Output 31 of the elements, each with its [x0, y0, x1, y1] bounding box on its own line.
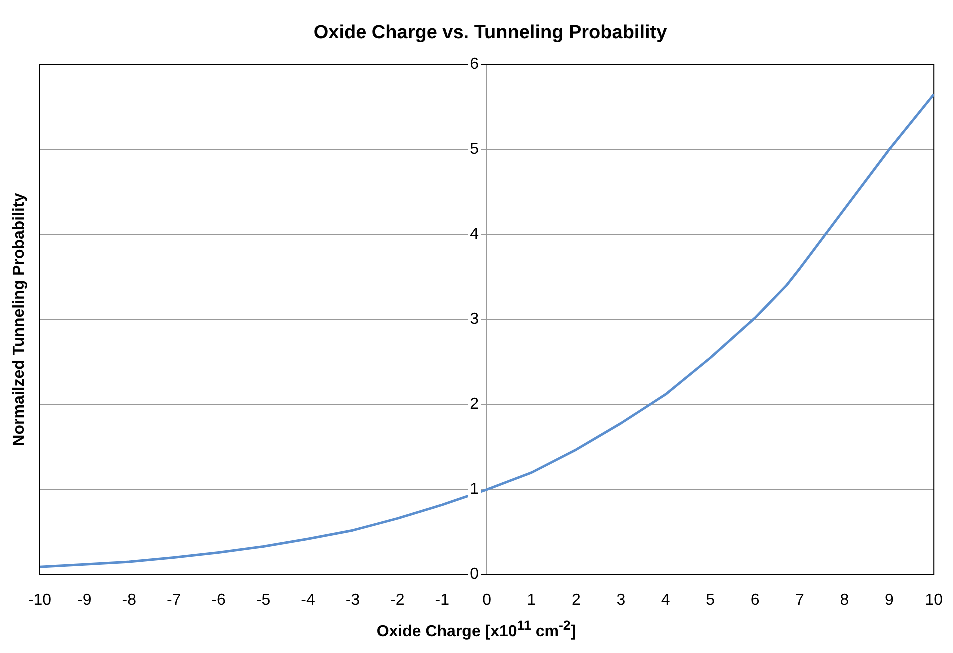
y-axis-title: Normailzed Tunneling Probability	[11, 193, 28, 446]
x-tick-label: -3	[346, 592, 360, 609]
x-tick-label: 8	[840, 592, 850, 609]
x-tick-label: -7	[167, 592, 182, 609]
x-tick-label: -8	[122, 592, 137, 609]
x-tick-label: 9	[884, 592, 894, 609]
x-axis-title: Oxide Charge [x10$^{11}$ cm$^{-2}$]	[376, 618, 578, 642]
x-tick-label: 0	[482, 592, 492, 609]
x-tick-label: -5	[256, 592, 271, 609]
y-tick-label: 3	[470, 311, 480, 328]
x-tick-label: 10	[925, 592, 944, 609]
y-tick-label: 4	[470, 226, 480, 244]
x-tick-label: -2	[390, 592, 405, 609]
y-tick-label: 0	[470, 566, 480, 584]
y-tick-label: 5	[470, 141, 480, 158]
y-tick-label: 2	[470, 396, 480, 414]
x-tick-label: -4	[301, 592, 316, 609]
x-tick-label: 1	[527, 592, 536, 609]
x-tick-label: 7	[796, 592, 805, 609]
x-tick-label: 5	[706, 592, 716, 609]
x-tick-label: -10	[28, 592, 52, 609]
x-tick-label: 3	[616, 592, 626, 609]
x-tick-label: -1	[435, 592, 450, 609]
x-tick-label: -6	[212, 592, 226, 609]
x-tick-label: -9	[78, 592, 92, 609]
y-tick-label: 1	[470, 481, 480, 498]
x-tick-label: 4	[661, 592, 670, 609]
y-tick-label: 6	[470, 56, 480, 74]
x-tick-label: 2	[572, 592, 582, 609]
chart-title: Oxide Charge vs. Tunneling Probability	[314, 22, 668, 44]
x-tick-label: 6	[750, 592, 760, 609]
